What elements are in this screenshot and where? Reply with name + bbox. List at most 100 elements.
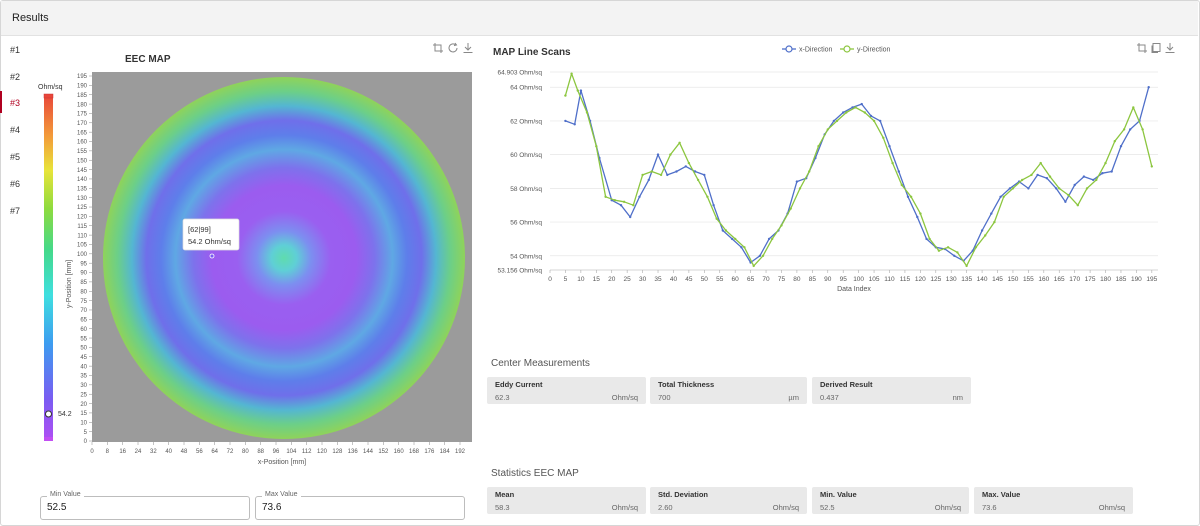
map-y-tick-label: 20: [80, 402, 87, 408]
data-point: [888, 145, 891, 148]
data-point: [999, 195, 1002, 198]
data-point: [900, 183, 903, 187]
series-line: [565, 87, 1150, 264]
nav-item-4[interactable]: #4: [10, 125, 21, 135]
crop-icon[interactable]: [1136, 42, 1148, 54]
colorbar-marker-value: 54.2: [58, 411, 72, 418]
legend-item[interactable]: y-Direction: [840, 45, 891, 54]
data-point: [715, 217, 718, 220]
nav-item-6[interactable]: #6: [10, 179, 21, 189]
data-point: [869, 114, 873, 118]
map-y-tick-label: 10: [80, 420, 87, 426]
map-y-tick-label: 60: [80, 327, 87, 333]
legend-item[interactable]: x-Direction: [782, 45, 833, 54]
data-point: [712, 204, 715, 207]
data-point: [925, 237, 928, 241]
map-y-tick-label: 135: [77, 187, 88, 193]
data-point: [687, 161, 691, 165]
tooltip-coordinates: [62|99]: [188, 225, 211, 234]
data-point: [897, 170, 900, 173]
mean-card: Mean 58.3 Ohm/sq: [487, 487, 646, 514]
map-y-tick-label: 180: [77, 102, 88, 108]
data-point: [1055, 187, 1058, 190]
nav-item-7[interactable]: #7: [10, 206, 21, 216]
data-point: [758, 254, 762, 257]
nav-item-2[interactable]: #2: [10, 72, 21, 82]
x-tick-label: 0: [548, 276, 552, 283]
data-point: [678, 141, 681, 144]
x-tick-label: 40: [670, 276, 678, 283]
data-point: [832, 119, 836, 123]
data-point: [669, 153, 672, 156]
map-y-tick-label: 125: [77, 205, 88, 211]
download-icon[interactable]: [462, 42, 474, 54]
card-unit: Ohm/sq: [611, 393, 638, 402]
map-y-tick-label: 30: [80, 383, 87, 389]
card-unit: Ohm/sq: [611, 503, 638, 512]
max-value-input[interactable]: [262, 502, 450, 513]
download-icon[interactable]: [1164, 42, 1176, 54]
x-tick-label: 90: [824, 276, 832, 283]
data-point: [721, 229, 724, 232]
tooltip-point: [209, 253, 215, 259]
data-point: [1030, 173, 1033, 177]
colorbar-max-handle[interactable]: [43, 93, 54, 99]
data-point: [1082, 175, 1086, 178]
map-y-tick-label: 85: [80, 280, 87, 286]
eec-map-title: EEC MAP: [125, 54, 171, 65]
data-point: [666, 173, 669, 177]
data-point: [798, 187, 802, 190]
data-point: [909, 195, 913, 198]
max-value-field[interactable]: Max Value: [255, 491, 465, 520]
map-x-tick-label: 56: [196, 449, 203, 455]
data-point: [1039, 161, 1042, 165]
data-point: [980, 229, 984, 232]
card-value: 52.5: [820, 503, 835, 512]
refresh-icon[interactable]: [447, 42, 459, 54]
map-y-tick-label: 160: [77, 140, 88, 146]
data-point: [872, 119, 876, 123]
x-tick-label: 25: [624, 276, 632, 283]
data-point: [761, 254, 765, 257]
x-tick-label: 140: [977, 276, 988, 283]
data-point: [789, 207, 792, 210]
data-point: [1119, 145, 1123, 148]
min-value-field[interactable]: Min Value: [40, 491, 250, 520]
x-tick-label: 125: [930, 276, 941, 283]
map-x-tick-label: 168: [409, 449, 420, 455]
data-point: [1095, 178, 1098, 182]
colorbar-marker[interactable]: [45, 410, 52, 418]
nav-item-3[interactable]: #3: [10, 98, 21, 108]
card-label: Min. Value: [820, 490, 857, 499]
x-tick-label: 160: [1038, 276, 1049, 283]
data-point: [974, 246, 978, 249]
data-point: [579, 89, 583, 92]
map-y-tick-label: 190: [77, 84, 88, 90]
crop-icon[interactable]: [432, 42, 444, 54]
x-tick-label: 195: [1146, 276, 1157, 283]
x-tick-label: 85: [809, 276, 817, 283]
x-tick-label: 60: [732, 276, 740, 283]
nav-item-1[interactable]: #1: [10, 45, 21, 55]
copy-icon[interactable]: [1150, 42, 1162, 54]
min-value-input[interactable]: [47, 502, 235, 513]
y-tick-label: 58 Ohm/sq: [510, 186, 542, 193]
map-x-tick-label: 80: [242, 449, 249, 455]
line-scans-x-axis-label: Data Index: [837, 286, 871, 293]
data-point: [906, 195, 910, 198]
y-tick-label: 53.156 Ohm/sq: [498, 268, 543, 275]
map-y-tick-label: 110: [77, 233, 87, 239]
card-value: 73.6: [982, 503, 997, 512]
data-point: [956, 251, 959, 254]
data-point: [928, 237, 931, 241]
data-point: [946, 246, 950, 249]
data-point: [743, 246, 746, 249]
line-scans-x-axis: 0 5 10 15 20 25 30 35 40 45 50 55 60 65 70 75 80 85 90 95 10…: [548, 269, 1158, 283]
map-x-tick-label: 8: [106, 449, 110, 455]
y-tick-label: 62 Ohm/sq: [510, 118, 542, 125]
map-y-tick-label: 115: [77, 224, 87, 230]
map-y-tick-label: 55: [80, 336, 87, 342]
nav-item-5[interactable]: #5: [10, 152, 21, 162]
colorbar-min-handle[interactable]: [44, 437, 53, 441]
map-x-tick-label: 192: [455, 449, 466, 455]
